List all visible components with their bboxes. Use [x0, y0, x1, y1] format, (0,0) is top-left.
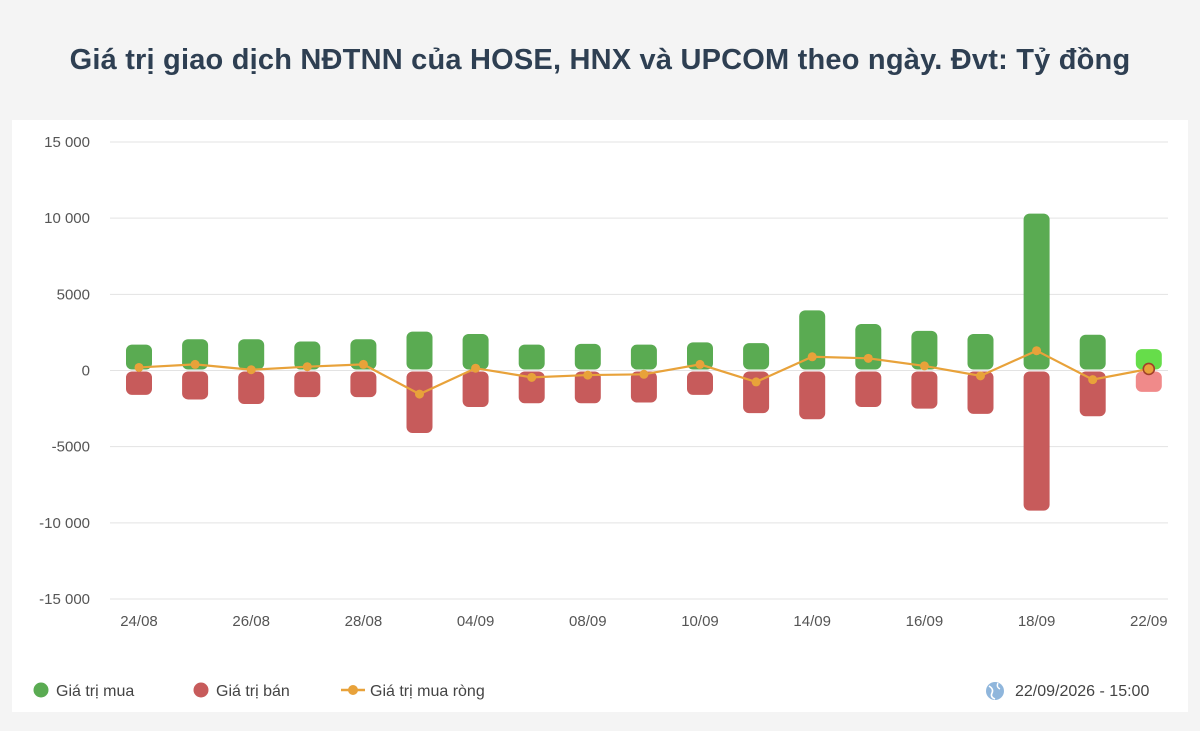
y-tick-label: 0: [82, 363, 90, 380]
x-tick-label: 22/09: [1130, 613, 1168, 630]
buy-bar[interactable]: [350, 339, 377, 370]
sell-bar[interactable]: [855, 371, 882, 408]
grid-lines: [110, 141, 1168, 600]
x-tick-label: 04/09: [457, 613, 495, 630]
legend-net-marker-dot: [348, 685, 358, 695]
y-axis-ticks: 15 000 10 000 5000 0 -5000 -10 000 -15 000: [39, 134, 90, 608]
net-point[interactable]: [246, 365, 256, 375]
sell-bar[interactable]: [1079, 371, 1106, 417]
y-tick-label: 5000: [57, 286, 90, 303]
buy-bar[interactable]: [687, 342, 713, 370]
buy-bar[interactable]: [1023, 213, 1050, 370]
legend-sell-label[interactable]: Giá trị bán: [216, 683, 290, 700]
net-line: [134, 346, 1156, 399]
y-tick-label: -5000: [52, 439, 90, 456]
chart-panel: 15 000 10 000 5000 0 -5000 -10 000 -15 000 24/…: [12, 120, 1188, 712]
net-point[interactable]: [358, 359, 368, 369]
chart-canvas: 15 000 10 000 5000 0 -5000 -10 000 -15 000 24/…: [33, 134, 1168, 700]
y-tick-label: 15 000: [44, 134, 90, 151]
net-point[interactable]: [583, 370, 593, 380]
y-tick-label: -10 000: [39, 515, 90, 532]
buy-bar[interactable]: [1135, 349, 1162, 370]
buy-bar[interactable]: [126, 344, 152, 370]
net-point[interactable]: [976, 371, 985, 381]
buy-bar[interactable]: [238, 339, 265, 370]
buy-bar[interactable]: [911, 330, 938, 370]
buy-bar[interactable]: [294, 341, 321, 370]
globe-icon: [986, 682, 1004, 700]
timestamp: 22/09/2026 - 15:00: [1015, 683, 1149, 700]
legend-buy-marker: [33, 682, 49, 698]
x-tick-label: 16/09: [906, 613, 944, 630]
net-point[interactable]: [639, 369, 649, 379]
sell-bar[interactable]: [182, 371, 209, 400]
buy-bar[interactable]: [1079, 334, 1106, 370]
buy-bar[interactable]: [799, 310, 826, 370]
buy-bar[interactable]: [574, 343, 601, 370]
sell-bar[interactable]: [406, 371, 433, 433]
sell-bar[interactable]: [462, 371, 489, 408]
sell-bar[interactable]: [1135, 371, 1162, 392]
sell-bar[interactable]: [350, 371, 377, 398]
sell-bar[interactable]: [687, 371, 713, 395]
legend-buy-label[interactable]: Giá trị mua: [56, 683, 134, 700]
net-point[interactable]: [751, 377, 761, 387]
buy-bar[interactable]: [462, 333, 489, 370]
net-point[interactable]: [919, 361, 929, 371]
x-tick-label: 24/08: [120, 613, 158, 630]
bars: [126, 213, 1162, 511]
legend-sell-marker: [193, 682, 209, 698]
sell-bar[interactable]: [1023, 371, 1050, 511]
net-point[interactable]: [1088, 375, 1098, 385]
net-point[interactable]: [695, 359, 705, 369]
net-point[interactable]: [134, 362, 144, 372]
x-tick-label: 08/09: [569, 613, 607, 630]
sell-bar[interactable]: [911, 371, 938, 409]
x-tick-label: 10/09: [681, 613, 719, 630]
sell-bar[interactable]: [799, 371, 826, 420]
buy-bar[interactable]: [630, 344, 657, 370]
net-point[interactable]: [415, 389, 424, 399]
buy-bar[interactable]: [518, 344, 545, 370]
net-point[interactable]: [863, 353, 873, 363]
chart-title: Giá trị giao dịch NĐTNN của HOSE, HNX và…: [69, 44, 1131, 76]
net-point[interactable]: [527, 372, 537, 382]
net-point[interactable]: [471, 363, 481, 373]
legend-net-label[interactable]: Giá trị mua ròng: [370, 683, 485, 700]
sell-bar[interactable]: [967, 371, 994, 414]
y-tick-label: 10 000: [44, 210, 90, 227]
buy-bar[interactable]: [743, 343, 770, 370]
x-tick-label: 26/08: [232, 613, 270, 630]
legend: Giá trị mua Giá trị bán Giá trị mua ròng…: [33, 682, 1149, 700]
x-tick-label: 18/09: [1018, 613, 1056, 630]
net-point[interactable]: [190, 359, 200, 369]
net-point[interactable]: [302, 362, 312, 372]
buy-bar[interactable]: [182, 339, 209, 370]
sell-bar[interactable]: [518, 371, 545, 404]
net-point[interactable]: [807, 352, 817, 362]
net-point[interactable]: [1142, 362, 1156, 376]
sell-bar[interactable]: [294, 371, 321, 398]
x-tick-label: 28/08: [345, 613, 383, 630]
buy-bar[interactable]: [406, 331, 433, 370]
x-axis-ticks: 24/08 26/08 28/08 04/09 08/09 10/09 14/09 16/09…: [120, 613, 1167, 630]
sell-bar[interactable]: [126, 371, 152, 395]
buy-bar[interactable]: [967, 333, 994, 370]
sell-bar[interactable]: [238, 371, 265, 405]
x-tick-label: 14/09: [793, 613, 831, 630]
y-tick-label: -15 000: [39, 591, 90, 608]
sell-bar[interactable]: [743, 371, 770, 414]
net-point[interactable]: [1032, 346, 1042, 356]
sell-bar[interactable]: [574, 371, 601, 404]
sell-bar[interactable]: [630, 371, 657, 403]
